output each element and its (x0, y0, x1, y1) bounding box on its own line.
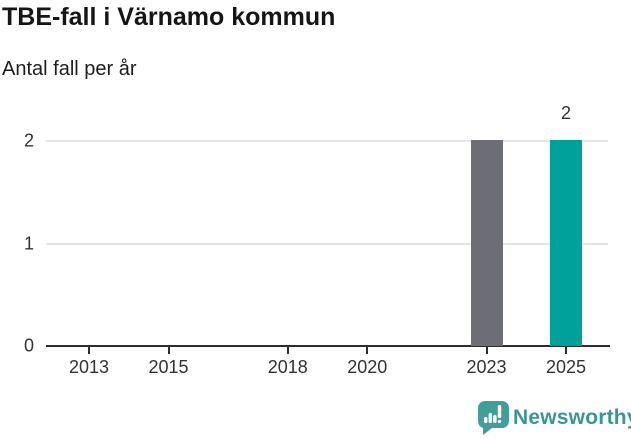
brand-footer: Newsworthy (477, 400, 631, 436)
x-tick (88, 347, 90, 354)
y-tick-label: 1 (23, 233, 34, 253)
bar-2025 (550, 140, 582, 346)
x-tick (485, 347, 488, 354)
x-tick-label: 2025 (545, 357, 587, 377)
brand-wordmark: Newsworthy (513, 406, 631, 429)
grid-line (46, 242, 608, 245)
bar-2023 (470, 140, 503, 346)
x-tick (565, 347, 567, 354)
x-tick-label: 2013 (68, 357, 110, 377)
x-tick (167, 347, 170, 354)
chart-title: TBE-fall i Värnamo kommun (2, 3, 336, 31)
y-tick-label: 0 (23, 335, 34, 356)
x-tick (286, 347, 289, 354)
bar-chart-speech-bubble-icon (478, 401, 509, 435)
x-tick (366, 347, 369, 354)
chart-subtitle: Antal fall per år (2, 58, 137, 80)
x-tick-label: 2020 (347, 357, 388, 377)
x-tick-label: 2023 (466, 357, 507, 377)
x-axis-line (46, 345, 610, 347)
x-tick-label: 2018 (267, 357, 308, 377)
y-tick-label: 2 (23, 130, 34, 151)
grid-line (46, 140, 608, 142)
bar-value-label: 2 (560, 103, 572, 123)
x-tick-label: 2015 (148, 357, 189, 377)
